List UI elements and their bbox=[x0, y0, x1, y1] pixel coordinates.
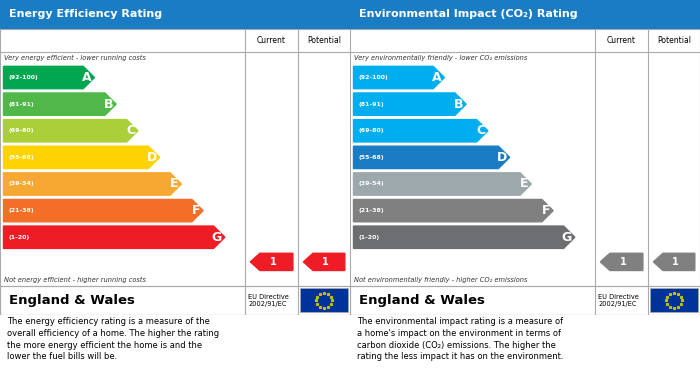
Text: E: E bbox=[170, 178, 178, 190]
Polygon shape bbox=[653, 253, 695, 271]
Text: G: G bbox=[212, 231, 222, 244]
Text: F: F bbox=[192, 204, 200, 217]
Text: (1-20): (1-20) bbox=[358, 235, 380, 240]
Text: Environmental Impact (CO₂) Rating: Environmental Impact (CO₂) Rating bbox=[358, 9, 578, 20]
Text: (39-54): (39-54) bbox=[8, 181, 34, 187]
Text: A: A bbox=[82, 71, 92, 84]
Text: E: E bbox=[520, 178, 528, 190]
Text: Not energy efficient - higher running costs: Not energy efficient - higher running co… bbox=[4, 276, 146, 283]
Text: G: G bbox=[562, 231, 572, 244]
Polygon shape bbox=[354, 226, 575, 248]
Text: (55-68): (55-68) bbox=[358, 155, 384, 160]
Text: C: C bbox=[476, 124, 485, 137]
Text: Potential: Potential bbox=[657, 36, 691, 45]
Text: (21-38): (21-38) bbox=[8, 208, 34, 213]
Bar bbox=[350, 286, 700, 315]
Text: England & Wales: England & Wales bbox=[358, 294, 484, 307]
Text: (1-20): (1-20) bbox=[8, 235, 30, 240]
Text: (69-80): (69-80) bbox=[358, 128, 384, 133]
Text: (39-54): (39-54) bbox=[358, 181, 384, 187]
Text: EU Directive
2002/91/EC: EU Directive 2002/91/EC bbox=[598, 294, 639, 307]
Text: EU Directive
2002/91/EC: EU Directive 2002/91/EC bbox=[248, 294, 289, 307]
Bar bbox=[0, 286, 350, 315]
Text: (92-100): (92-100) bbox=[8, 75, 38, 80]
Text: (92-100): (92-100) bbox=[358, 75, 389, 80]
Text: 1: 1 bbox=[672, 257, 679, 267]
Text: Current: Current bbox=[257, 36, 286, 45]
Bar bbox=[650, 288, 699, 312]
Text: (55-68): (55-68) bbox=[8, 155, 34, 160]
Polygon shape bbox=[354, 146, 510, 169]
Text: (81-91): (81-91) bbox=[358, 102, 384, 107]
Polygon shape bbox=[4, 120, 138, 142]
Polygon shape bbox=[4, 93, 116, 115]
Polygon shape bbox=[4, 173, 181, 195]
Text: 1: 1 bbox=[322, 257, 329, 267]
Text: B: B bbox=[104, 98, 113, 111]
Text: Very environmentally friendly - lower CO₂ emissions: Very environmentally friendly - lower CO… bbox=[354, 55, 528, 61]
Text: (69-80): (69-80) bbox=[8, 128, 34, 133]
Polygon shape bbox=[4, 226, 225, 248]
Polygon shape bbox=[601, 253, 643, 271]
Polygon shape bbox=[0, 0, 350, 29]
Text: B: B bbox=[454, 98, 463, 111]
Text: Energy Efficiency Rating: Energy Efficiency Rating bbox=[8, 9, 162, 20]
Text: C: C bbox=[126, 124, 135, 137]
Polygon shape bbox=[4, 66, 94, 89]
Text: (21-38): (21-38) bbox=[358, 208, 384, 213]
Polygon shape bbox=[4, 199, 203, 222]
Polygon shape bbox=[354, 66, 444, 89]
Text: (81-91): (81-91) bbox=[8, 102, 34, 107]
Text: F: F bbox=[542, 204, 550, 217]
Polygon shape bbox=[354, 199, 553, 222]
Text: Current: Current bbox=[607, 36, 636, 45]
Polygon shape bbox=[303, 253, 345, 271]
Text: The energy efficiency rating is a measure of the
overall efficiency of a home. T: The energy efficiency rating is a measur… bbox=[7, 317, 219, 361]
Text: Very energy efficient - lower running costs: Very energy efficient - lower running co… bbox=[4, 55, 146, 61]
Polygon shape bbox=[4, 146, 160, 169]
Text: The environmental impact rating is a measure of
a home's impact on the environme: The environmental impact rating is a mea… bbox=[357, 317, 564, 361]
Text: 1: 1 bbox=[270, 257, 276, 267]
Text: D: D bbox=[496, 151, 507, 164]
Polygon shape bbox=[350, 0, 700, 29]
Text: 1: 1 bbox=[620, 257, 626, 267]
Polygon shape bbox=[354, 173, 531, 195]
Polygon shape bbox=[354, 93, 466, 115]
Text: A: A bbox=[432, 71, 442, 84]
Polygon shape bbox=[251, 253, 293, 271]
Polygon shape bbox=[354, 120, 488, 142]
Text: England & Wales: England & Wales bbox=[8, 294, 134, 307]
Bar bbox=[300, 288, 349, 312]
Text: Not environmentally friendly - higher CO₂ emissions: Not environmentally friendly - higher CO… bbox=[354, 276, 528, 283]
Text: Potential: Potential bbox=[307, 36, 341, 45]
Text: D: D bbox=[146, 151, 157, 164]
